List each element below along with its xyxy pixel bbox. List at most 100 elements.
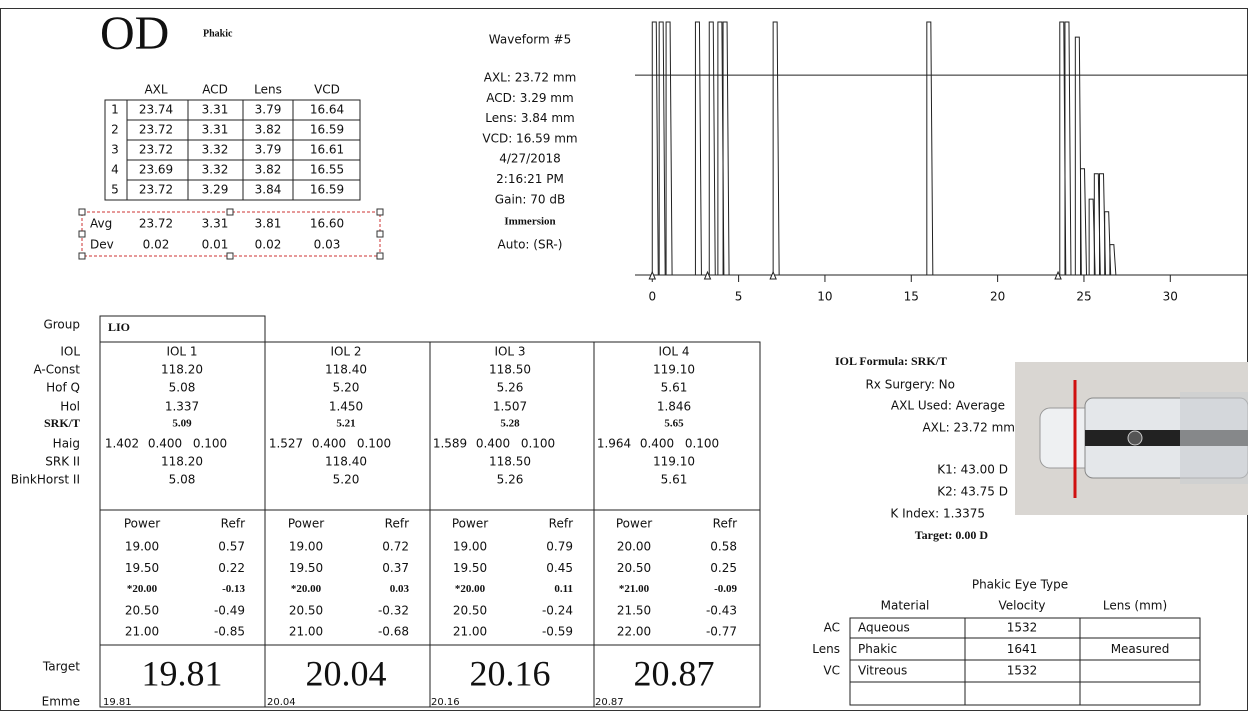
power: 21.00 <box>289 625 323 639</box>
srkt: 5.28 <box>500 418 520 430</box>
cell: 3.82 <box>255 123 282 137</box>
haig: 0.100 <box>193 437 227 451</box>
binkhorst: 5.20 <box>333 473 360 487</box>
power: 19.00 <box>289 540 323 554</box>
refr: 0.03 <box>390 583 410 595</box>
power: 20.00 <box>617 540 651 554</box>
x-tick-label: 5 <box>735 290 743 304</box>
formula-line: AXL: 23.72 mm <box>922 421 1015 435</box>
row-label: Group <box>43 318 80 332</box>
material: Aqueous <box>858 621 910 635</box>
formula-line: K1: 43.00 D <box>937 463 1008 477</box>
row-label: Hof Q <box>46 381 80 395</box>
power: *20.00 <box>455 583 486 595</box>
material: Vitreous <box>858 664 907 678</box>
row-label: SRK/T <box>44 416 80 430</box>
refr: 0.22 <box>218 561 245 575</box>
velocity: 1532 <box>1007 664 1038 678</box>
refr: 0.72 <box>382 540 409 554</box>
power: 19.50 <box>453 561 487 575</box>
iol: IOL 2 <box>330 345 361 359</box>
srkt: 5.09 <box>172 418 192 430</box>
target-power: 19.81 <box>142 653 223 693</box>
cell: 16.61 <box>310 143 344 157</box>
mode: Immersion <box>504 216 555 228</box>
handle <box>79 253 85 259</box>
power-header: Power <box>616 517 652 531</box>
haig: 0.400 <box>640 437 674 451</box>
status: Phakic <box>203 28 233 39</box>
power: 21.00 <box>453 625 487 639</box>
material: Phakic <box>858 642 897 656</box>
haig: 0.400 <box>312 437 346 451</box>
cell: 0.02 <box>255 238 282 252</box>
iol: IOL 3 <box>494 345 525 359</box>
power-header: Power <box>124 517 160 531</box>
eye-type-title: Phakic Eye Type <box>972 578 1068 592</box>
peak <box>666 22 672 275</box>
hol: 1.846 <box>657 400 691 414</box>
row-label: BinkHorst II <box>11 473 80 487</box>
cell: 23.72 <box>139 143 173 157</box>
haig: 0.100 <box>521 437 555 451</box>
srkt: 5.21 <box>336 418 355 430</box>
x-tick-label: 20 <box>990 290 1005 304</box>
power: 19.00 <box>453 540 487 554</box>
refr: -0.43 <box>706 603 737 617</box>
cell: Dev <box>90 238 114 252</box>
handle <box>79 209 85 215</box>
srk2: 118.50 <box>489 455 531 469</box>
refr-header: Refr <box>549 517 573 531</box>
auto: Auto: (SR-) <box>498 238 563 252</box>
peak <box>773 22 779 275</box>
handle <box>377 231 383 237</box>
formula-title: IOL Formula: SRK/T <box>835 354 947 368</box>
x-tick-label: 25 <box>1076 290 1091 304</box>
cell: 16.59 <box>310 183 344 197</box>
peak <box>695 22 701 275</box>
eye-type-header: Lens (mm) <box>1103 599 1167 613</box>
haig: 0.100 <box>685 437 719 451</box>
emme: 20.87 <box>595 697 624 708</box>
x-tick-label: 10 <box>817 290 832 304</box>
refr: -0.49 <box>214 603 245 617</box>
target-label: Target <box>42 660 80 674</box>
info-line: AXL: 23.72 mm <box>484 71 577 85</box>
target-power: 20.16 <box>470 653 551 693</box>
cell: 23.69 <box>139 163 173 177</box>
srk2: 118.20 <box>161 455 203 469</box>
refr: 0.45 <box>546 561 573 575</box>
peak <box>652 22 658 275</box>
peak <box>927 22 933 275</box>
power: 20.50 <box>125 603 159 617</box>
info-line: 4/27/2018 <box>499 152 561 166</box>
info-line: 2:16:21 PM <box>496 172 564 186</box>
hof-q: 5.20 <box>333 381 360 395</box>
cell: 16.60 <box>310 217 344 231</box>
srkt: 5.65 <box>664 418 684 430</box>
formula-line: Rx Surgery: No <box>865 378 955 392</box>
cell: 3.32 <box>202 163 229 177</box>
cell: 23.72 <box>139 217 173 231</box>
a-const: 118.50 <box>489 363 531 377</box>
power: 20.50 <box>289 603 323 617</box>
group: LIO <box>108 320 130 334</box>
cell: 3.31 <box>202 217 229 231</box>
refr: 0.58 <box>710 540 737 554</box>
cell: 3.79 <box>255 143 282 157</box>
iol-photo <box>1015 362 1248 515</box>
target-power: 20.04 <box>306 653 387 693</box>
cell: 0.01 <box>202 238 229 252</box>
refr: -0.68 <box>378 625 409 639</box>
formula-line: AXL Used: Average <box>891 399 1005 413</box>
cell: 3.82 <box>255 163 282 177</box>
cell: 3.79 <box>255 103 282 117</box>
cell: 0.03 <box>314 238 341 252</box>
srk2: 118.40 <box>325 455 367 469</box>
refr: 0.37 <box>382 561 409 575</box>
power-header: Power <box>288 517 324 531</box>
hof-q: 5.61 <box>661 381 688 395</box>
power: *20.00 <box>291 583 322 595</box>
hol: 1.337 <box>165 400 199 414</box>
cell: 16.55 <box>310 163 344 177</box>
